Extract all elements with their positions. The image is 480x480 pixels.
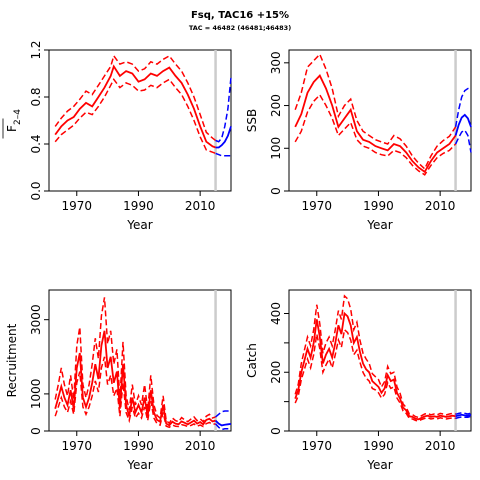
ssb-hist-median-line (294, 74, 457, 174)
fbar-xtick-label: 1970 (61, 199, 92, 213)
catch-ytick-label: 400 (269, 302, 283, 325)
catch-panel: 1970 1990 2010 Year 0 200 400 Catch (245, 289, 472, 472)
catch-xtick-label: 1990 (363, 439, 394, 453)
fbar-ytick-label: 1.2 (29, 40, 43, 59)
ssb-ytick-label: 200 (269, 94, 283, 117)
recruitment-ytick-label: 0 (29, 427, 43, 435)
catch-proj-lower-line (455, 415, 472, 420)
ssb-frame (288, 49, 472, 192)
figure-subtitle: TAC = 46482 (46481;46483) (188, 24, 292, 32)
ssb-proj-upper-line (454, 86, 472, 128)
fbar-frame (48, 49, 232, 192)
fbar-panel: 1970 1990 2010 Year 0.0 0.4 0.8 1.2 F2–4 (2, 40, 232, 232)
catch-proj-median-line (455, 413, 472, 418)
fbar-ylabel: F2–4 (5, 109, 23, 132)
fbar-ytick-label: 0.8 (29, 87, 43, 106)
catch-hist-median-line (294, 311, 456, 421)
fbar-xtick-label: 2010 (185, 199, 216, 213)
recruitment-proj-upper-line (215, 410, 231, 418)
recruitment-xtick-label: 1970 (61, 439, 92, 453)
recruitment-hist-lower-line (54, 356, 216, 429)
recruitment-xlabel: Year (126, 458, 152, 472)
figure-title: Fsq, TAC16 +15% (190, 10, 290, 21)
catch-xtick-label: 2010 (425, 439, 456, 453)
ssb-ytick-label: 100 (269, 137, 283, 160)
fbar-ytick-label: 0.0 (29, 181, 43, 200)
fbar-proj-median-line (215, 126, 232, 149)
recruitment-ytick-label: 1000 (29, 379, 43, 410)
catch-ylabel: Catch (245, 343, 259, 378)
fbar-xlabel: Year (126, 218, 152, 232)
recruitment-ylabel: Recruitment (5, 323, 19, 397)
ssb-ylabel: SSB (245, 109, 259, 132)
catch-hist-lower-line (294, 328, 456, 422)
fbar-hist-upper-line (54, 54, 217, 142)
recruitment-xtick-label: 1990 (123, 439, 154, 453)
ssb-panel: 1970 1990 2010 Year 0 100 200 300 SSB (245, 49, 472, 232)
ssb-xtick-label: 1970 (301, 199, 332, 213)
recruitment-proj-lower-line (215, 423, 231, 431)
ssb-proj-median-line (454, 113, 472, 136)
recruitment-panel: 1970 1990 2010 Year 0 1000 3000 Recruitment (5, 289, 232, 472)
recruitment-hist-upper-line (54, 297, 216, 425)
catch-hist-upper-line (294, 294, 456, 419)
catch-xtick-label: 1970 (301, 439, 332, 453)
catch-ytick-label: 200 (269, 361, 283, 384)
ssb-ytick-label: 0 (269, 187, 283, 195)
recruitment-hist-median-line (54, 330, 216, 427)
catch-proj-upper-line (455, 412, 472, 416)
ssb-xlabel: Year (366, 218, 392, 232)
ssb-hist-upper-line (294, 52, 457, 171)
recruitment-xtick-label: 2010 (185, 439, 216, 453)
catch-frame (288, 289, 472, 432)
ssb-ytick-label: 300 (269, 51, 283, 74)
fbar-proj-upper-line (215, 76, 232, 143)
catch-xlabel: Year (366, 458, 392, 472)
fbar-proj-lower-line (215, 152, 231, 157)
fbar-hist-lower-line (54, 77, 216, 155)
fbar-hist-median-line (54, 64, 216, 149)
fbar-ytick-label: 0.4 (29, 134, 43, 153)
ssb-xtick-label: 1990 (363, 199, 394, 213)
ssb-proj-lower-line (454, 129, 472, 153)
recruitment-proj-median-line (214, 419, 232, 427)
fbar-xtick-label: 1990 (123, 199, 154, 213)
ssb-hist-lower-line (294, 93, 457, 176)
ssb-xtick-label: 2010 (425, 199, 456, 213)
recruitment-frame (48, 289, 232, 432)
catch-ytick-label: 0 (269, 427, 283, 435)
recruitment-ytick-label: 3000 (29, 304, 43, 335)
